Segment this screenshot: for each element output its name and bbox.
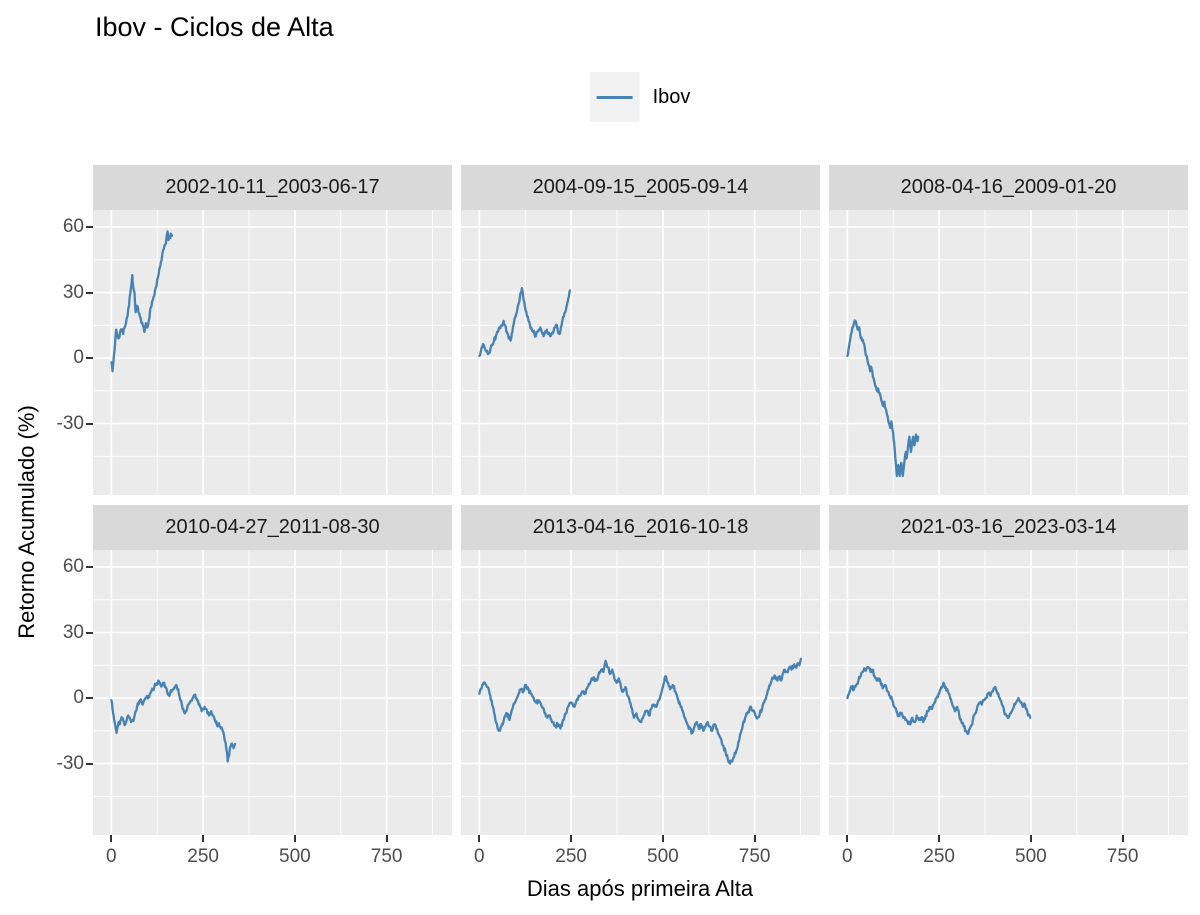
legend-line-icon: [596, 95, 633, 99]
x-tick-mark: [385, 835, 388, 842]
ibov-line: [478, 657, 803, 765]
facet-strip: 2002-10-11_2003-06-17: [93, 165, 452, 210]
x-tick-mark: [1029, 835, 1032, 842]
y-tick-label: 60: [62, 556, 84, 578]
facet-panel: [829, 210, 1188, 495]
y-tick-label: 30: [62, 281, 84, 303]
ibov-line: [846, 319, 920, 478]
ibov-line: [478, 287, 572, 358]
y-tick-label: 0: [73, 687, 84, 709]
x-tick-label: 750: [370, 846, 403, 867]
x-tick-label: 500: [647, 846, 679, 867]
ibov-line: [846, 665, 1032, 736]
facet-strip: 2021-03-16_2023-03-14: [829, 505, 1188, 550]
legend: Ibov: [589, 72, 691, 122]
x-tick-mark: [478, 835, 481, 842]
x-tick-mark: [846, 835, 849, 842]
y-tick-label: 60: [62, 216, 84, 238]
facet-panel: [461, 550, 820, 835]
x-tick-mark: [1121, 835, 1124, 842]
facet-panel: [93, 210, 452, 495]
y-tick-mark: [86, 762, 93, 765]
x-tick-label: 0: [474, 846, 485, 867]
x-tick-mark: [202, 835, 205, 842]
x-tick-mark: [753, 835, 756, 842]
legend-label: Ibov: [652, 85, 691, 108]
x-tick-mark: [570, 835, 573, 842]
y-tick-mark: [86, 631, 93, 634]
y-tick-label: 0: [73, 347, 84, 369]
y-tick-label: 30: [62, 621, 84, 643]
x-tick-label: 500: [279, 846, 311, 867]
x-tick-label: 250: [187, 846, 219, 867]
x-tick-label: 250: [555, 846, 587, 867]
x-tick-label: 250: [923, 846, 955, 867]
x-axis-title: Dias após primeira Alta: [526, 876, 754, 901]
x-tick-label: 500: [1015, 846, 1047, 867]
facet-strip: 2004-09-15_2005-09-14: [461, 165, 820, 210]
x-tick-label: 750: [1106, 846, 1139, 867]
facet-panel: [461, 210, 820, 495]
facet-strip: 2010-04-27_2011-08-30: [93, 505, 452, 550]
y-tick-mark: [86, 226, 93, 229]
y-tick-mark: [86, 422, 93, 425]
ibov-line: [110, 679, 237, 763]
y-tick-mark: [86, 357, 93, 360]
y-tick-label: -30: [56, 752, 84, 774]
x-tick-label: 0: [842, 846, 853, 867]
ibov-line: [110, 230, 174, 373]
x-tick-label: 0: [106, 846, 117, 867]
legend-key: [589, 72, 640, 122]
facet-panel: [93, 550, 452, 835]
y-axis-title: Retorno Acumulado (%): [14, 405, 39, 639]
y-tick-mark: [86, 291, 93, 294]
x-tick-mark: [293, 835, 296, 842]
y-tick-mark: [86, 697, 93, 700]
plot-title: Ibov - Ciclos de Alta: [95, 12, 334, 42]
x-tick-mark: [938, 835, 941, 842]
y-tick-mark: [86, 566, 93, 569]
y-tick-label: -30: [56, 412, 84, 434]
x-tick-mark: [110, 835, 113, 842]
x-tick-label: 750: [738, 846, 771, 867]
facet-strip: 2013-04-16_2016-10-18: [461, 505, 820, 550]
facet-panel: [829, 550, 1188, 835]
x-tick-mark: [661, 835, 664, 842]
facet-strip: 2008-04-16_2009-01-20: [829, 165, 1188, 210]
